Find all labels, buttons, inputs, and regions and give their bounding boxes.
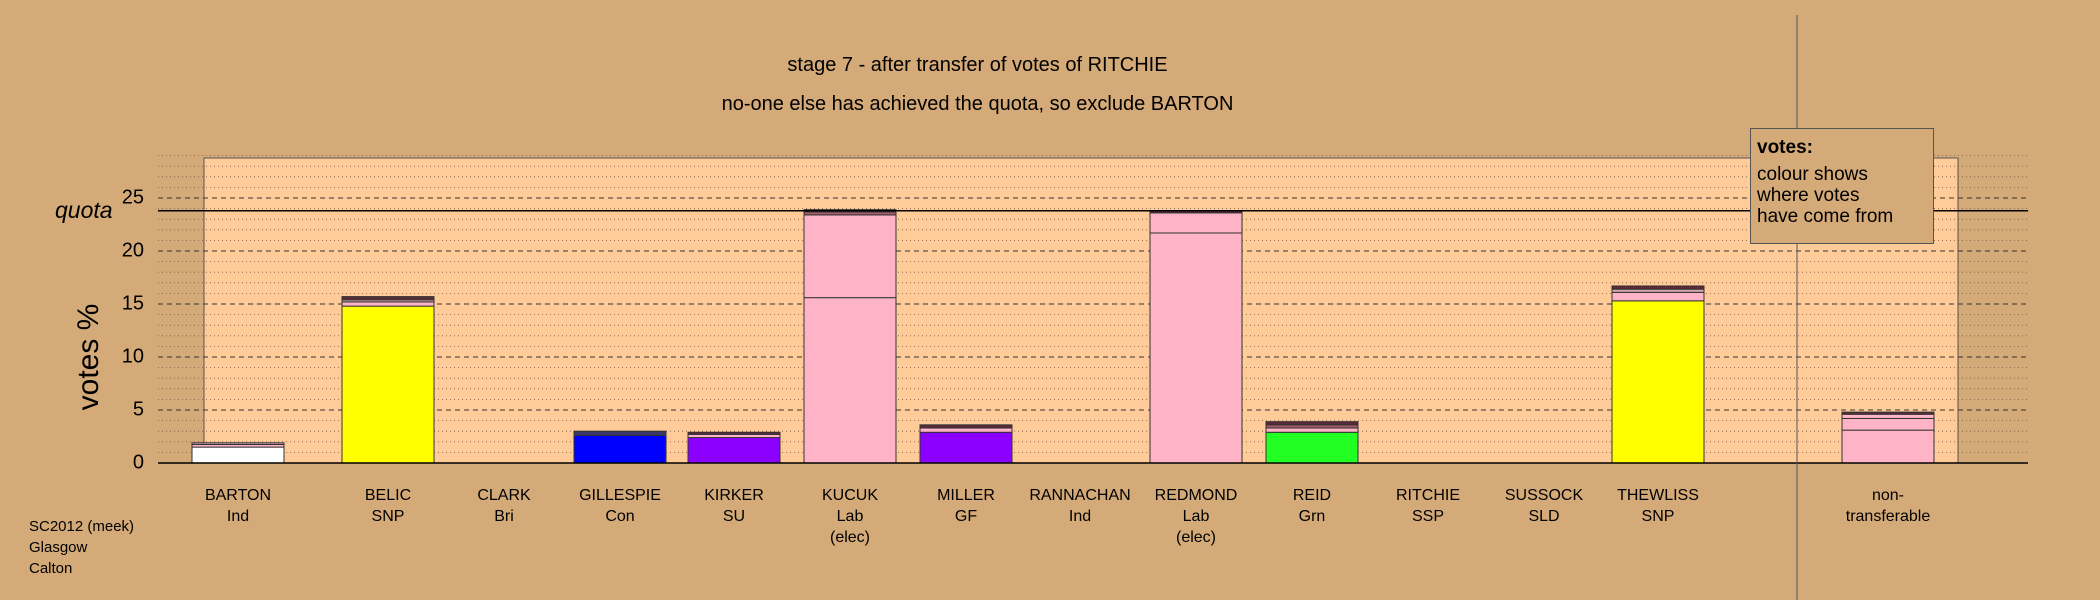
bar-segment (1841, 411, 1935, 415)
bar-segment (573, 430, 667, 436)
category-label-line: Lab (1182, 508, 1210, 525)
category-label-line: SU (722, 508, 746, 525)
bar-segment (191, 442, 285, 445)
y-tick-label: 5 (132, 398, 144, 421)
category-label: REDMOND Lab (elec) (1126, 485, 1266, 548)
legend-box: votes: colour shows where votes have com… (1750, 128, 1934, 244)
bar-segment (1611, 291, 1705, 302)
category-label: BARTON Ind (168, 485, 308, 527)
bar-segment (687, 437, 781, 464)
bar-segment (1841, 429, 1935, 464)
category-label-line: SNP (1641, 508, 1675, 525)
bar-segment (919, 431, 1013, 464)
category-label-line: Con (605, 508, 635, 525)
category-label-line: GILLESPIE (579, 487, 661, 504)
bar-segment (191, 446, 285, 464)
category-label-line: REID (1292, 487, 1332, 504)
bar-segment (1149, 232, 1243, 464)
category-label: THEWLISS SNP (1588, 485, 1728, 527)
category-label-line: SNP (371, 508, 405, 525)
bar-segment (803, 297, 897, 464)
bar-segment (803, 214, 897, 299)
bar-segment (1611, 300, 1705, 464)
bar-segment (687, 431, 781, 435)
category-label-line: non- (1871, 487, 1905, 504)
legend-title: votes: (1757, 137, 1813, 158)
footer-line: SC2012 (meek) (29, 518, 135, 535)
category-label-line: SLD (1528, 508, 1560, 525)
category-label-line: KUCUK (821, 487, 878, 504)
category-label-line: Grn (1298, 508, 1326, 525)
legend-line: colour shows (1757, 164, 1868, 185)
bar-segment (341, 301, 435, 307)
bar-segment (1149, 212, 1243, 234)
category-label-line: Lab (836, 508, 864, 525)
category-label-line: Ind (1068, 508, 1092, 525)
bar-segment (1841, 417, 1935, 431)
footer-line: Calton (29, 560, 73, 577)
category-label-line: SUSSOCK (1504, 487, 1584, 504)
y-tick-label: 25 (121, 186, 144, 209)
category-label: KUCUK Lab (elec) (780, 485, 920, 548)
bar-segment (1265, 427, 1359, 433)
bar-segment (341, 305, 435, 464)
category-label-line: RITCHIE (1396, 487, 1460, 504)
footer-line: Glasgow (29, 539, 88, 556)
category-label-line: Bri (494, 508, 514, 525)
legend-line: where votes (1757, 185, 1860, 206)
y-tick-label: 10 (121, 345, 144, 368)
bar-segment (919, 427, 1013, 433)
category-label-line: THEWLISS (1617, 487, 1699, 504)
category-label: CLARK Bri (434, 485, 574, 527)
category-label-line: SSP (1411, 508, 1444, 525)
y-tick-label: 15 (121, 292, 144, 315)
chart-subtitle: no-one else has achieved the quota, so e… (721, 93, 1234, 115)
category-label: KIRKER SU (664, 485, 804, 527)
quota-label: quota (55, 197, 113, 223)
bar-segment (919, 424, 1013, 429)
bar-segment (1265, 431, 1359, 464)
bar-segment (1265, 421, 1359, 426)
category-label-line: RANNACHAN (1029, 487, 1131, 504)
category-label: REID Grn (1242, 485, 1382, 527)
category-label-line: BARTON (204, 487, 272, 504)
category-label-line: KIRKER (704, 487, 764, 504)
category-label-line: MILLER (937, 487, 995, 504)
category-label-line: CLARK (477, 487, 531, 504)
chart-title: stage 7 - after transfer of votes of RIT… (787, 54, 1168, 76)
category-label-line: (elec) (1175, 529, 1216, 546)
footer-info: SC2012 (meek) Glasgow Calton (29, 516, 134, 579)
bar-segment (1611, 285, 1705, 290)
category-label: MILLER GF (896, 485, 1036, 527)
category-label: RITCHIE SSP (1358, 485, 1498, 527)
bar-segment (573, 434, 667, 464)
bar-segment (1841, 413, 1935, 419)
category-label: SUSSOCK SLD (1474, 485, 1614, 527)
y-tick-label: 0 (132, 451, 144, 474)
legend-line: have come from (1757, 206, 1894, 227)
category-label-line: BELIC (364, 487, 412, 504)
category-label: RANNACHAN Ind (1010, 485, 1150, 527)
category-label-line: REDMOND (1154, 487, 1238, 504)
category-label: non-transferable (1818, 485, 1958, 527)
bar-segment (341, 296, 435, 301)
y-tick-label: 20 (121, 239, 144, 262)
category-label: GILLESPIE Con (550, 485, 690, 527)
category-label-line: (elec) (829, 529, 870, 546)
category-label-line: transferable (1845, 508, 1931, 525)
category-label: BELIC SNP (318, 485, 458, 527)
category-label-line: Ind (226, 508, 250, 525)
category-label-line: GF (954, 508, 978, 525)
